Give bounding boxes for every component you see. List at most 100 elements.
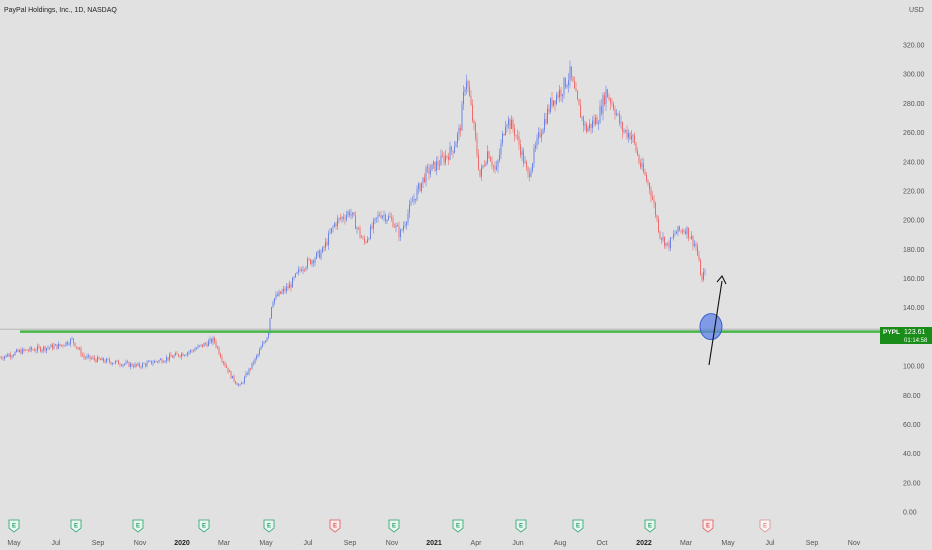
candle-body [10,354,11,357]
highlight-circle[interactable] [699,313,723,341]
candle-body [137,363,139,366]
candle-body [241,382,242,385]
candle-body [493,165,494,167]
candle-body [472,104,473,121]
candle-body [638,155,640,163]
candle-body [353,212,355,216]
candle-body [28,350,29,352]
y-tick-label: 0.00 [903,510,917,517]
candle-body [154,361,155,363]
candle-body [305,267,307,270]
candle-body [482,165,484,168]
candle-body [475,124,476,138]
candle-body [442,155,443,157]
candle-body [535,145,536,149]
candle-body [677,226,679,233]
candle-body [203,343,205,347]
candle-body [242,382,244,384]
candle-body [422,177,424,183]
earnings-marker-icon[interactable] [70,519,82,533]
candle-body [400,230,401,237]
candle-body [455,142,457,148]
candle-body [617,113,619,115]
earnings-marker-icon[interactable] [388,519,400,533]
earnings-marker-icon[interactable] [644,519,656,533]
candle-body [430,170,431,174]
candle-body [236,383,238,386]
candle-body [587,127,589,132]
candle-body [82,355,83,356]
candle-body [277,294,278,296]
candle-body [556,94,557,104]
earnings-marker-icon[interactable] [759,519,771,533]
candle-body [443,156,445,163]
candle-body [77,347,79,349]
earnings-marker-icon[interactable] [572,519,584,533]
candle-body [659,231,661,239]
candle-body [386,219,388,222]
candle-body [565,77,566,88]
candle-body [598,123,599,125]
candle-body [337,218,338,227]
earnings-marker-icon[interactable] [132,519,144,533]
earnings-marker-label: E [519,524,523,530]
candle-body [122,364,124,366]
candle-body [68,344,70,345]
candle-body [640,162,641,168]
x-tick-label: Sep [92,540,105,547]
candle-body [113,363,115,364]
earnings-marker-icon[interactable] [329,519,341,533]
candle-body [5,354,7,357]
candle-body [511,119,512,129]
candle-body [368,238,370,240]
earnings-marker-icon[interactable] [263,519,275,533]
candle-body [274,298,275,303]
candle-body [362,237,364,239]
candle-body [109,359,110,363]
candle-body [679,226,680,231]
annotations[interactable] [699,275,727,366]
earnings-marker-icon[interactable] [452,519,464,533]
candle-body [31,347,32,350]
candle-body [118,360,119,365]
earnings-marker-icon[interactable] [702,519,714,533]
candle-body [544,118,545,130]
candle-body [398,226,400,237]
candle-body [85,357,86,359]
candle-body [343,216,344,219]
earnings-marker-label: E [648,524,652,530]
candle-body [406,222,407,226]
candle-body [418,183,419,190]
candle-body [247,373,248,375]
candle-body [221,357,223,362]
candle-body [445,155,446,163]
candle-body [73,338,74,343]
candle-body [419,183,421,191]
earnings-marker-icon[interactable] [198,519,210,533]
candle-body [460,127,461,131]
candle-body [623,130,625,132]
candle-body [131,363,133,367]
support-line-group[interactable] [0,328,880,333]
candle-body [130,363,131,367]
candle-body [698,255,700,261]
candle-body [29,347,31,351]
earnings-marker-icon[interactable] [515,519,527,533]
candle-body [218,347,220,355]
earnings-marker-icon[interactable] [8,519,20,533]
candle-body [538,132,539,138]
candle-body [601,106,602,114]
candle-body [44,346,46,351]
x-tick-label: 2022 [636,540,652,547]
candle-body [473,120,475,125]
earnings-marker-label: E [392,524,396,530]
arrow-shaft[interactable] [708,280,723,366]
candle-body [149,360,151,362]
arrow-head-icon [716,275,727,285]
candle-body [664,237,665,246]
candle-body [440,155,442,166]
candle-body [562,94,563,96]
candle-body [506,124,508,128]
